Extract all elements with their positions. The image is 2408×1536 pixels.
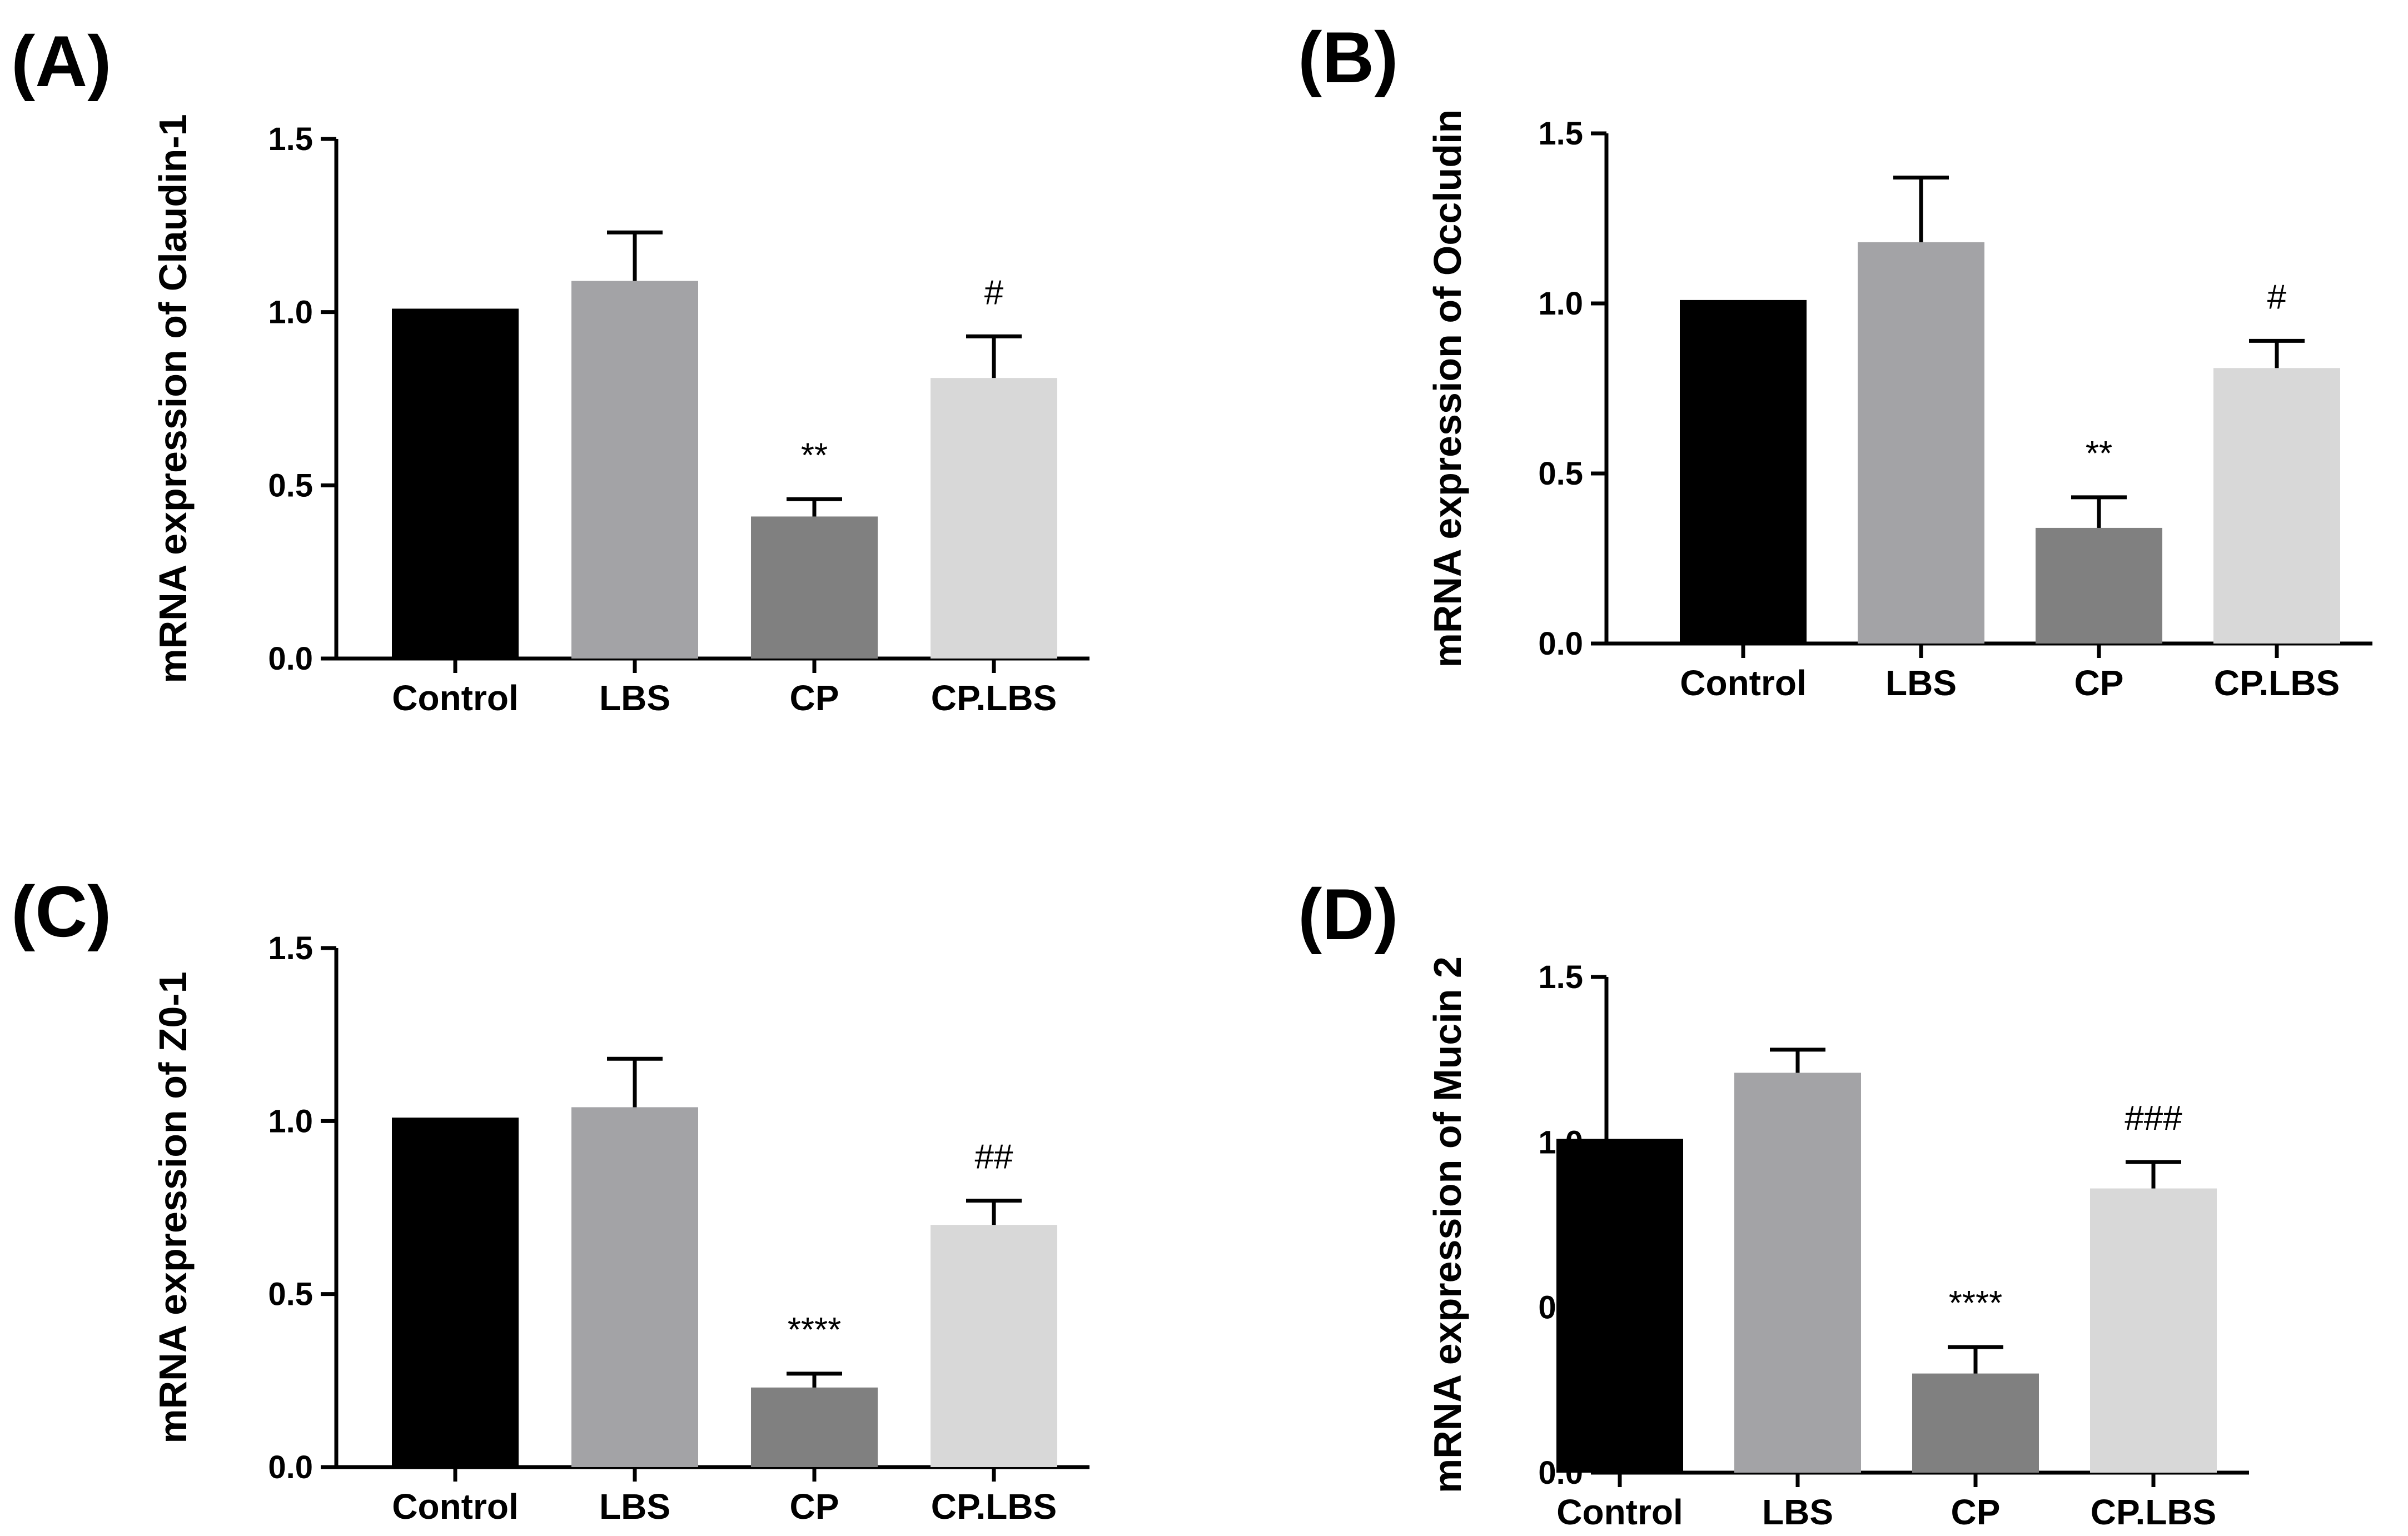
y-tick-label: 0.0 bbox=[1538, 626, 1583, 662]
panel-label: (C) bbox=[11, 871, 111, 952]
bar-cp-lbs bbox=[2090, 1188, 2217, 1473]
y-tick-label: 0.5 bbox=[268, 467, 313, 503]
bar-cp-lbs bbox=[931, 378, 1057, 659]
y-tick-label: 0.5 bbox=[268, 1276, 313, 1313]
chart-panel-d: (D)mRNA expression of Mucin 20.00.51.01.… bbox=[1298, 874, 2249, 1532]
bar-cp bbox=[2036, 527, 2162, 644]
bar-cp bbox=[751, 1387, 878, 1467]
bar-lbs bbox=[571, 281, 698, 659]
y-axis-label: mRNA expression of Occludin bbox=[1426, 109, 1469, 668]
y-tick-label: 1.5 bbox=[1538, 116, 1583, 152]
x-tick-label: Control bbox=[1556, 1492, 1683, 1532]
bar-control bbox=[1680, 300, 1807, 644]
x-tick-label: Control bbox=[392, 678, 519, 718]
y-tick-label: 1.0 bbox=[1538, 286, 1583, 322]
y-tick-label: 1.0 bbox=[268, 295, 313, 331]
y-tick-label: 1.0 bbox=[268, 1103, 313, 1139]
bar-lbs bbox=[571, 1107, 698, 1467]
x-tick-label: CP.LBS bbox=[2214, 663, 2340, 703]
y-tick-label: 1.5 bbox=[268, 121, 313, 157]
x-tick-label: Control bbox=[1680, 663, 1807, 703]
y-tick-label: 0.0 bbox=[268, 1449, 313, 1485]
bar-cp-lbs bbox=[2213, 368, 2340, 644]
significance-annotation: **** bbox=[1949, 1284, 2003, 1323]
y-axis-label: mRNA expression of Claudin-1 bbox=[151, 114, 195, 683]
x-tick-label: LBS bbox=[1762, 1492, 1833, 1532]
x-tick-label: CP bbox=[2074, 663, 2124, 703]
bar-lbs bbox=[1858, 242, 1984, 644]
bar-control bbox=[1556, 1139, 1683, 1473]
significance-annotation: ** bbox=[801, 436, 828, 475]
y-axis-label: mRNA expression of Mucin 2 bbox=[1426, 956, 1469, 1493]
significance-annotation: ### bbox=[2125, 1099, 2182, 1138]
chart-panel-a: (A) mRNA expression of Claudin-1 0.0 0.5 1.0… bbox=[11, 21, 1089, 718]
x-tick-label: CP bbox=[1951, 1492, 2001, 1532]
significance-annotation: ** bbox=[2086, 435, 2112, 473]
significance-annotation: # bbox=[2267, 278, 2287, 316]
significance-annotation: ## bbox=[975, 1138, 1013, 1176]
x-tick-label: CP.LBS bbox=[931, 678, 1057, 718]
x-tick-label: LBS bbox=[1885, 663, 1957, 703]
x-tick-label: CP.LBS bbox=[931, 1487, 1057, 1527]
x-tick-label: CP bbox=[790, 678, 839, 718]
panel-label: (B) bbox=[1298, 17, 1398, 98]
bar-control bbox=[392, 1118, 519, 1467]
bar-cp-lbs bbox=[931, 1225, 1057, 1467]
significance-annotation: # bbox=[984, 273, 1004, 312]
y-axis-label: mRNA expression of Z0-1 bbox=[151, 971, 195, 1443]
panel-label: (A) bbox=[11, 21, 111, 102]
x-tick-label: LBS bbox=[599, 1487, 670, 1527]
panel-label: (D) bbox=[1298, 874, 1398, 955]
bar-cp bbox=[1912, 1373, 2039, 1473]
bar-control bbox=[392, 308, 519, 659]
y-tick-label: 1.5 bbox=[268, 930, 313, 966]
y-tick-label: 0.0 bbox=[268, 641, 313, 677]
x-tick-label: LBS bbox=[599, 678, 670, 718]
x-tick-label: CP.LBS bbox=[2091, 1492, 2216, 1532]
x-tick-label: Control bbox=[392, 1487, 519, 1527]
y-tick-label: 0.5 bbox=[1538, 456, 1583, 492]
chart-panel-c: (C) mRNA expression of Z0-1 0.0 0.5 1.0 1.5 Co… bbox=[11, 871, 1089, 1527]
bar-lbs bbox=[1734, 1073, 1861, 1473]
y-tick-label: 1.5 bbox=[1538, 959, 1583, 995]
bar-cp bbox=[751, 516, 878, 659]
x-tick-label: CP bbox=[790, 1487, 839, 1527]
significance-annotation: **** bbox=[788, 1311, 842, 1349]
chart-panel-b: (B) mRNA expression of Occludin 0.0 0.5 1.0 1… bbox=[1298, 17, 2372, 703]
